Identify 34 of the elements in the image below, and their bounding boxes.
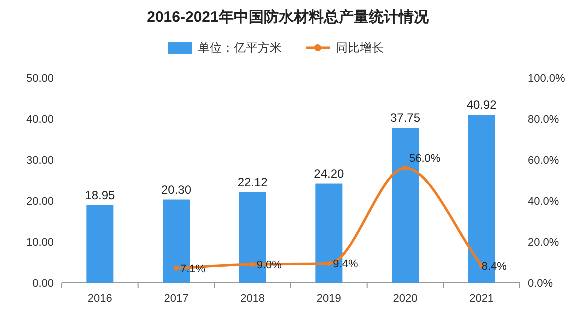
data-label: 7.1% bbox=[180, 263, 206, 276]
y-tick-label: 50.00 bbox=[26, 73, 54, 85]
data-label: 37.75 bbox=[390, 111, 421, 126]
data-label: 24.20 bbox=[314, 166, 345, 181]
chart-title: 2016-2021年中国防水材料总产量统计情况 bbox=[147, 9, 430, 26]
x-tick-label: 2016 bbox=[88, 293, 112, 305]
x-tick-label: 2019 bbox=[316, 293, 342, 305]
y2-tick-label: 20.0% bbox=[528, 237, 560, 249]
y2-tick-label: 60.0% bbox=[528, 155, 560, 167]
y-tick-label: 20.00 bbox=[26, 196, 54, 208]
y2-tick-label: 80.0% bbox=[528, 114, 560, 126]
x-tick-label: 2017 bbox=[164, 293, 189, 305]
point bbox=[174, 266, 179, 271]
y2-tick-label: 40.0% bbox=[528, 196, 560, 208]
y2-tick-label: 0.0% bbox=[528, 278, 554, 290]
data-label: 9.0% bbox=[256, 260, 282, 272]
data-label: 22.12 bbox=[238, 175, 268, 190]
x-tick-label: 2020 bbox=[393, 293, 418, 305]
bar bbox=[86, 205, 114, 283]
data-label: 40.92 bbox=[466, 98, 498, 112]
point bbox=[403, 166, 408, 171]
point bbox=[326, 261, 332, 266]
y-tick-label: 40.00 bbox=[26, 114, 54, 126]
x-tick-label: 2018 bbox=[240, 293, 266, 305]
y2-tick-label: 100.0% bbox=[528, 73, 566, 85]
x-tick-label: 2021 bbox=[470, 293, 494, 305]
data-label: 18.95 bbox=[85, 188, 116, 202]
y-tick-label: 10.00 bbox=[26, 237, 54, 249]
legend-label: 同比增长 bbox=[336, 41, 384, 55]
data-label: 20.30 bbox=[161, 182, 192, 197]
point bbox=[250, 262, 256, 268]
legend-label: 单位：亿平方米 bbox=[198, 41, 282, 55]
y-tick-label: 30.00 bbox=[26, 155, 54, 167]
y-tick-label: 0.00 bbox=[32, 278, 54, 290]
